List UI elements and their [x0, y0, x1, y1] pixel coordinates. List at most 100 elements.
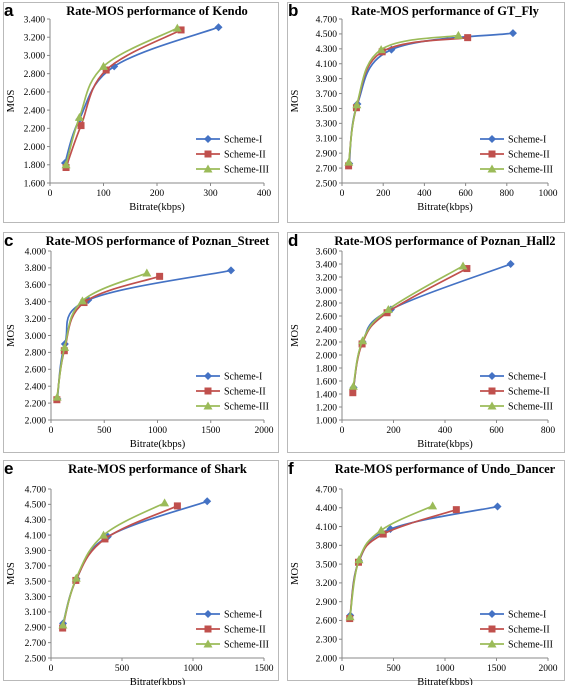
legend-label-2: Scheme-II	[508, 387, 550, 398]
legend-label-3: Scheme-III	[224, 165, 269, 176]
x-tick-label: 0	[49, 664, 54, 674]
y-tick-label: 4.000	[25, 247, 47, 257]
legend-marker-2	[488, 387, 496, 395]
data-point-1	[508, 29, 517, 38]
chart-title: Rate-MOS performance of Poznan_Hall2	[334, 234, 555, 248]
series-line-3	[347, 34, 459, 163]
y-tick-label: 4.700	[316, 485, 338, 495]
legend-marker-3	[487, 401, 497, 410]
y-tick-label: 3.000	[25, 332, 47, 342]
data-point-3	[428, 501, 438, 510]
data-point-3	[383, 305, 393, 313]
panel-frame	[287, 460, 565, 681]
series-line-3	[349, 505, 434, 617]
legend-label-2: Scheme-II	[224, 150, 266, 161]
y-axis-label: MOS	[6, 562, 17, 585]
legend-marker-2	[488, 150, 496, 158]
legend-marker-2	[488, 625, 496, 633]
y-tick-label: 2.000	[316, 654, 338, 664]
y-tick-label: 4.500	[25, 501, 47, 511]
y-tick-label: 3.500	[316, 560, 338, 570]
y-tick-label: 2.600	[316, 312, 338, 322]
y-axis-label: MOS	[6, 324, 17, 347]
x-tick-label: 400	[417, 189, 432, 199]
data-point-3	[172, 23, 182, 32]
y-tick-label: 2.900	[25, 624, 47, 634]
y-tick-label: 2.600	[316, 617, 338, 627]
data-point-3	[99, 61, 108, 70]
x-tick-label: 400	[257, 189, 272, 199]
y-tick-label: 2.600	[25, 366, 47, 376]
y-tick-label: 2.000	[25, 416, 47, 426]
legend-marker-1	[488, 610, 496, 618]
x-tick-label: 600	[458, 189, 473, 199]
series-line-3	[56, 272, 148, 398]
chart-panel-f: f Rate-MOS performance of Undo_Dancer 2.00…	[287, 459, 565, 685]
x-axis-label: Bitrate(kbps)	[417, 677, 473, 685]
data-point-1	[226, 266, 235, 275]
legend-marker-3	[203, 639, 213, 648]
x-tick-label: 1500	[255, 664, 274, 674]
y-tick-label: 3.900	[25, 547, 47, 557]
data-point-3	[344, 157, 354, 166]
y-tick-label: 3.800	[316, 542, 338, 552]
data-point-3	[358, 336, 368, 345]
panel-letter: f	[288, 459, 294, 478]
x-tick-label: 200	[150, 189, 165, 199]
x-tick-label: 0	[340, 426, 345, 436]
series-line-3	[62, 502, 165, 626]
y-tick-label: 2.200	[316, 338, 338, 348]
x-tick-label: 200	[376, 189, 391, 199]
series-line-2	[65, 29, 182, 168]
y-tick-label: 2.400	[25, 383, 47, 393]
legend-label-3: Scheme-III	[224, 402, 269, 413]
y-tick-label: 3.700	[25, 562, 47, 572]
y-tick-label: 2.200	[24, 125, 46, 135]
y-tick-label: 3.600	[25, 281, 47, 291]
legend-label-1: Scheme-I	[224, 135, 262, 146]
data-point-3	[61, 160, 71, 169]
legend-label-1: Scheme-I	[508, 135, 546, 146]
data-point-2	[349, 389, 357, 397]
y-tick-label: 3.200	[316, 273, 338, 283]
legend-marker-2	[204, 387, 212, 395]
legend-label-2: Scheme-II	[224, 387, 266, 398]
y-tick-label: 2.900	[316, 598, 338, 608]
series-line-3	[65, 27, 178, 166]
y-tick-label: 4.100	[25, 531, 47, 541]
legend-label-3: Scheme-III	[508, 640, 553, 651]
x-tick-label: 1500	[487, 664, 506, 674]
x-tick-label: 0	[340, 664, 345, 674]
panel-frame	[3, 2, 279, 223]
x-tick-label: 800	[541, 426, 556, 436]
x-tick-label: 0	[340, 189, 345, 199]
y-tick-label: 4.500	[316, 30, 338, 40]
data-point-3	[160, 498, 170, 507]
data-point-3	[376, 45, 386, 54]
x-tick-label: 300	[203, 189, 218, 199]
chart-title: Rate-MOS performance of Kendo	[66, 4, 248, 18]
legend-marker-2	[204, 625, 212, 633]
x-tick-label: 100	[96, 189, 111, 199]
legend-label-1: Scheme-I	[508, 372, 546, 383]
y-tick-label: 2.000	[24, 143, 46, 153]
legend-label-1: Scheme-I	[508, 610, 546, 621]
y-tick-label: 3.400	[24, 15, 46, 25]
y-tick-label: 4.300	[25, 516, 47, 526]
y-tick-label: 1.400	[316, 390, 338, 400]
chart-panel-b: b Rate-MOS performance of GT_Fly 2.500 2.70…	[287, 1, 565, 223]
x-tick-label: 600	[489, 426, 504, 436]
x-axis-label: Bitrate(kbps)	[130, 677, 186, 685]
y-tick-label: 3.000	[316, 286, 338, 296]
y-tick-label: 2.400	[316, 325, 338, 335]
legend-marker-1	[488, 135, 496, 143]
data-point-3	[453, 30, 463, 39]
legend-label-2: Scheme-II	[508, 625, 550, 636]
data-point-3	[58, 620, 68, 629]
data-point-3	[352, 100, 362, 109]
x-axis-label: Bitrate(kbps)	[417, 439, 473, 450]
data-point-3	[99, 530, 109, 539]
data-point-3	[71, 573, 81, 582]
panel-frame	[3, 460, 279, 681]
data-point-3	[142, 268, 152, 277]
